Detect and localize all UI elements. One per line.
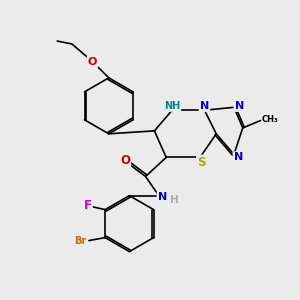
Text: H: H — [170, 195, 178, 205]
Text: N: N — [200, 101, 209, 111]
Text: N: N — [158, 192, 167, 202]
Text: O: O — [120, 154, 130, 167]
Text: Br: Br — [74, 236, 86, 245]
Text: S: S — [197, 156, 206, 169]
Text: N: N — [234, 152, 243, 162]
Text: O: O — [88, 57, 97, 67]
Text: CH₃: CH₃ — [262, 115, 278, 124]
Text: F: F — [83, 199, 92, 212]
Text: N: N — [235, 101, 244, 111]
Text: NH: NH — [164, 101, 180, 111]
